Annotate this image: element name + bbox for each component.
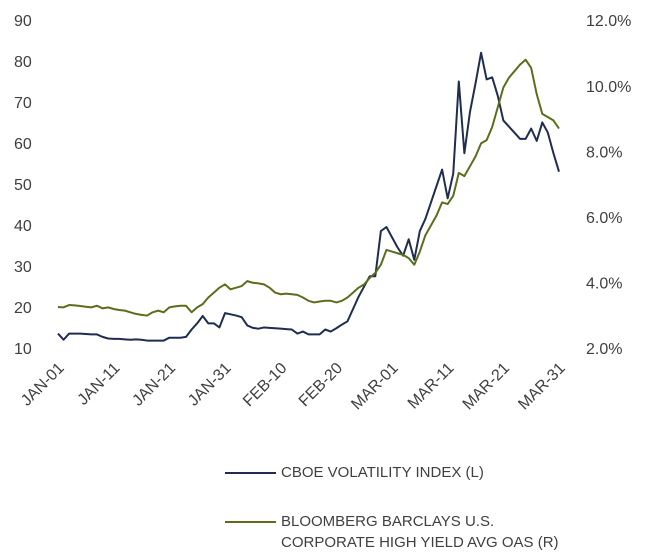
y-tick-label: 20 [14,300,32,317]
x-tick-label: JAN-21 [129,360,179,410]
y-tick-label: 80 [14,54,32,71]
x-tick-label: MAR-01 [348,360,402,414]
legend-label: BLOOMBERG BARCLAYS U.S. CORPORATE HIGH Y… [281,513,559,551]
y2-tick-label: 8.0% [586,144,622,161]
x-tick-label: JAN-11 [75,360,124,409]
y2-tick-label: 4.0% [586,276,622,293]
y2-tick-label: 6.0% [586,210,622,227]
series-line [57,51,560,342]
y2-tick-label: 12.0% [586,13,631,30]
x-tick-label: MAR-11 [405,360,458,413]
x-tick-label: MAR-21 [460,360,514,414]
y-tick-label: 10 [14,341,32,358]
y-tick-label: 30 [14,259,32,276]
y-tick-label: 40 [14,218,32,235]
x-tick-label: JAN-31 [185,360,235,410]
x-tick-label: MAR-31 [515,360,569,414]
series-line [57,58,560,317]
x-tick-label: FEB-10 [240,360,290,410]
y-tick-label: 70 [14,95,32,112]
y-tick-label: 90 [14,13,32,30]
x-tick-label: JAN-01 [18,360,68,410]
legend-label: CBOE VOLATILITY INDEX (L) [281,464,484,481]
y2-tick-label: 10.0% [586,79,631,96]
x-tick-label: FEB-20 [296,360,346,410]
y-tick-label: 60 [14,136,32,153]
y2-tick-label: 2.0% [586,341,622,358]
y-tick-label: 50 [14,177,32,194]
